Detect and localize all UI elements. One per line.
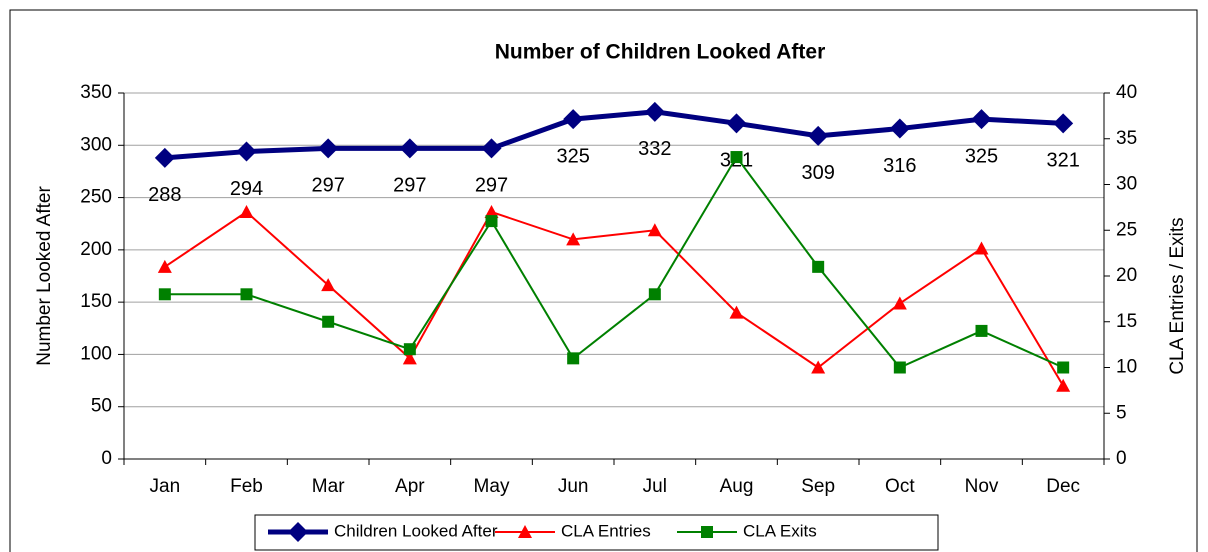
- point: [1053, 113, 1074, 134]
- x-tick-label: Mar: [312, 476, 345, 497]
- point: [812, 260, 825, 273]
- point: [975, 324, 988, 337]
- point: [485, 215, 498, 228]
- y2-tick-label: 20: [1116, 265, 1137, 286]
- point: [402, 351, 417, 365]
- y2-tick-label: 10: [1116, 357, 1137, 378]
- legend-marker: [701, 526, 713, 538]
- point: [889, 118, 910, 139]
- point: [1056, 378, 1071, 392]
- series-line: [164, 210, 1065, 387]
- point: [481, 138, 502, 159]
- data-label: 294: [230, 178, 263, 200]
- data-label: 297: [475, 175, 508, 197]
- legend-marker: [288, 522, 308, 542]
- x-tick-label: Jun: [558, 476, 589, 497]
- x-tick-label: Nov: [965, 476, 999, 497]
- y-tick-label: 50: [91, 396, 112, 417]
- series-line: [164, 109, 1064, 161]
- y2-tick-label: 25: [1116, 219, 1137, 240]
- y-tick-label: 100: [80, 343, 112, 364]
- point: [808, 125, 829, 146]
- y-tick-label: 0: [101, 448, 112, 469]
- point: [566, 232, 581, 246]
- point: [971, 109, 992, 130]
- x-tick-label: Jan: [150, 476, 181, 497]
- y-tick-label: 250: [80, 187, 112, 208]
- chart-title: Number of Children Looked After: [495, 41, 826, 64]
- legend-marker: [518, 525, 532, 538]
- point: [318, 138, 339, 159]
- y2-tick-label: 30: [1116, 174, 1137, 195]
- point: [567, 352, 580, 365]
- y-tick-label: 150: [80, 291, 112, 312]
- series-line: [164, 155, 1064, 369]
- point: [403, 343, 416, 356]
- y-tick-label: 300: [80, 134, 112, 155]
- point: [648, 288, 661, 301]
- point: [730, 151, 743, 164]
- point: [240, 288, 253, 301]
- point: [157, 259, 172, 273]
- point: [399, 138, 420, 159]
- point: [893, 361, 906, 374]
- data-label: 297: [393, 175, 426, 197]
- point: [811, 360, 826, 374]
- data-label: 325: [965, 145, 998, 167]
- y-tick-label: 200: [80, 239, 112, 260]
- point: [236, 141, 257, 162]
- point: [484, 204, 499, 218]
- legend-label: CLA Entries: [561, 521, 651, 540]
- data-label: 288: [148, 184, 181, 206]
- x-tick-label: Aug: [720, 476, 754, 497]
- point: [239, 204, 254, 218]
- x-tick-label: Jul: [643, 476, 667, 497]
- data-label: 309: [801, 162, 834, 184]
- point: [647, 223, 662, 237]
- chart-frame: [9, 9, 1198, 552]
- x-tick-label: Oct: [885, 476, 915, 497]
- point: [974, 241, 989, 255]
- point: [322, 315, 335, 328]
- legend-box: [254, 514, 939, 551]
- legend-label: Children Looked After: [334, 521, 498, 540]
- point: [1057, 361, 1070, 374]
- data-label: 332: [638, 138, 671, 160]
- point: [726, 113, 747, 134]
- point: [729, 305, 744, 319]
- legend-label: CLA Exits: [743, 521, 817, 540]
- point: [321, 278, 336, 292]
- y-axis-label: Number Looked After: [34, 186, 55, 366]
- x-tick-label: Dec: [1046, 476, 1080, 497]
- y2-tick-label: 0: [1116, 448, 1127, 469]
- point: [892, 296, 907, 310]
- y2-tick-label: 35: [1116, 128, 1137, 149]
- x-tick-label: Feb: [230, 476, 263, 497]
- point: [154, 147, 175, 168]
- point: [158, 288, 171, 301]
- y2-tick-label: 5: [1116, 402, 1127, 423]
- point: [644, 101, 665, 122]
- y-tick-label: 350: [80, 82, 112, 103]
- x-tick-label: Sep: [801, 476, 835, 497]
- data-label: 325: [556, 145, 589, 167]
- data-label: 321: [1046, 150, 1079, 172]
- y2-tick-label: 40: [1116, 82, 1137, 103]
- y2-tick-label: 15: [1116, 311, 1137, 332]
- x-tick-label: May: [474, 476, 510, 497]
- point: [563, 109, 584, 130]
- data-label: 316: [883, 155, 916, 177]
- y2-axis-label: CLA Entries / Exits: [1167, 217, 1188, 374]
- data-label: 297: [311, 175, 344, 197]
- x-tick-label: Apr: [395, 476, 425, 497]
